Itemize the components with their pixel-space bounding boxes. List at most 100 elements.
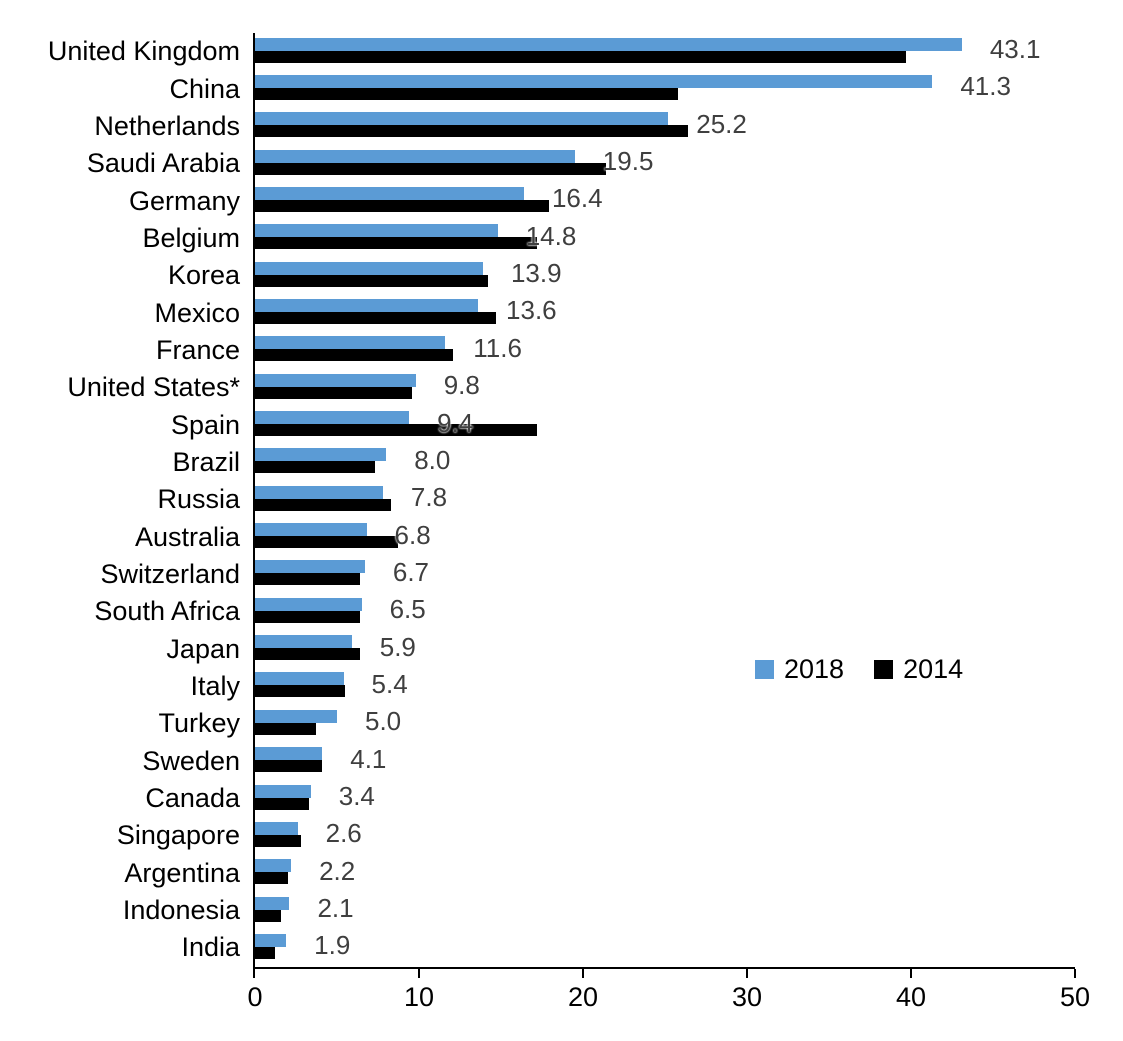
bar-2014	[255, 274, 488, 287]
bar-2014	[255, 946, 275, 959]
bar-2014	[255, 573, 360, 586]
bar-row: 4.1	[255, 743, 1075, 780]
bar-2014	[255, 125, 688, 138]
bar-2014	[255, 87, 679, 100]
value-label: 14.8	[525, 220, 577, 251]
value-label: 16.4	[551, 183, 603, 214]
category-label: Japan	[166, 633, 240, 664]
bar-row: 7.8	[255, 481, 1075, 518]
category-label: Sweden	[142, 745, 240, 776]
bar-2018	[255, 747, 323, 761]
category-label: Russia	[157, 484, 240, 515]
bar-2014	[255, 685, 346, 698]
bar-row: 11.6	[255, 332, 1075, 369]
bar-2018	[255, 448, 387, 462]
value-label: 9.4	[437, 407, 474, 438]
bar-2018	[255, 933, 287, 947]
x-tick-label: 20	[567, 981, 599, 1012]
legend-label-2014: 2014	[903, 654, 964, 684]
x-tick-label: 10	[403, 981, 435, 1012]
bar-row: 25.2	[255, 108, 1075, 145]
bar-row: 5.4	[255, 668, 1075, 705]
category-label: Turkey	[158, 708, 240, 739]
bar-2014	[255, 311, 497, 324]
value-label: 2.6	[325, 818, 362, 849]
bar-2014	[255, 386, 413, 399]
value-label: 41.3	[960, 71, 1011, 102]
value-label: 13.9	[510, 258, 562, 289]
category-label: Saudi Arabia	[86, 148, 240, 179]
bar-row: 13.6	[255, 294, 1075, 331]
bar-2018	[255, 597, 362, 611]
category-labels: United Kingdom China Netherlands Saudi Arab…	[0, 33, 240, 967]
category-label: United Kingdom	[47, 36, 240, 67]
category-label: Mexico	[154, 297, 240, 328]
bar-2018	[255, 112, 669, 126]
category-label: Germany	[128, 185, 240, 216]
category-label: China	[169, 73, 240, 104]
category-label: Belgium	[142, 222, 240, 253]
x-tick	[1073, 969, 1077, 979]
bar-2018	[255, 411, 410, 424]
x-tick-label: 40	[895, 981, 927, 1012]
bar-2014	[255, 760, 323, 773]
category-label: Switzerland	[100, 558, 240, 589]
bar-2014	[255, 461, 375, 474]
bar-2014	[255, 498, 392, 511]
bar-2014	[255, 50, 907, 63]
bar-2018	[255, 149, 575, 163]
bar-row: 6.7	[255, 556, 1075, 593]
x-tick	[252, 969, 255, 979]
bar-2018	[255, 859, 292, 873]
value-label: 6.7	[392, 556, 430, 587]
x-tick	[417, 969, 421, 979]
bar-2018	[255, 74, 933, 88]
category-label: Italy	[190, 671, 240, 702]
bar-row: 16.4	[255, 182, 1075, 219]
bar-2018	[255, 709, 337, 723]
value-label: 6.5	[389, 594, 426, 625]
bar-2018	[255, 672, 344, 686]
bar-row: 6.8	[255, 519, 1075, 556]
category-label: Spain	[170, 409, 240, 440]
bar-2018	[255, 821, 298, 835]
bar-row: 2.6	[255, 817, 1075, 854]
bar-row: 41.3	[255, 70, 1075, 107]
category-label: Argentina	[124, 857, 240, 888]
bar-2014	[255, 162, 606, 175]
bar-2018	[255, 373, 416, 387]
value-label: 13.6	[506, 295, 557, 326]
bar-row: 9.8	[255, 369, 1075, 406]
legend: 2018 2014	[755, 656, 963, 683]
bar-2014	[255, 237, 538, 250]
value-label: 2.2	[319, 855, 356, 886]
bar-row: 2.2	[255, 855, 1075, 892]
bar-row: 43.1	[255, 33, 1075, 70]
value-label: 5.9	[379, 631, 416, 662]
bar-2014	[255, 199, 549, 212]
bar-2018	[255, 298, 479, 312]
category-label: Australia	[134, 521, 240, 552]
bar-2018	[255, 523, 367, 537]
bar-2018	[255, 261, 483, 275]
bar-row: 14.8	[255, 220, 1075, 257]
value-label: 4.1	[350, 743, 387, 774]
legend-item-2018: 2018	[755, 656, 844, 683]
category-label: United States*	[67, 372, 240, 403]
bar-row: 5.0	[255, 705, 1075, 742]
bar-row: 19.5	[255, 145, 1075, 182]
bar-2018	[255, 635, 352, 649]
category-label: Canada	[145, 783, 240, 814]
x-tick-label: 50	[1059, 981, 1091, 1012]
category-label: Netherlands	[94, 110, 240, 141]
bar-row: 6.5	[255, 593, 1075, 630]
bar-2018	[255, 37, 962, 51]
value-label: 43.1	[989, 34, 1041, 64]
bar-2018	[255, 896, 290, 910]
bar-2018	[255, 485, 383, 499]
x-tick	[745, 969, 749, 979]
legend-label-2018: 2018	[784, 654, 845, 684]
value-label: 5.4	[371, 668, 408, 699]
category-label: Singapore	[116, 820, 240, 851]
